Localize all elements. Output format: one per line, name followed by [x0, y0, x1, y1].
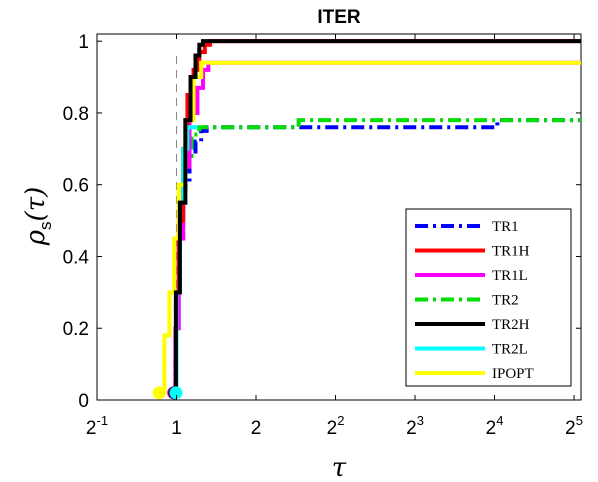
- y-axis-label-main: ρ: [21, 229, 51, 246]
- x-tick-base: 2: [327, 418, 338, 439]
- y-axis-label: ρs(τ): [21, 187, 55, 246]
- chart-title: ITER: [317, 7, 361, 28]
- x-axis-ticks: 2-1 1 2 22 23 24 25: [86, 34, 583, 439]
- svg-text:ρs(τ): ρs(τ): [21, 187, 55, 246]
- x-tick-base: 2: [486, 418, 497, 439]
- y-tick-label: 0.8: [63, 104, 89, 125]
- x-tick-label: 24: [486, 413, 504, 439]
- legend-label-tr1: TR1: [492, 219, 519, 235]
- legend-box: [405, 208, 572, 387]
- start-marker-ipopt: [152, 386, 166, 400]
- x-tick-label: 25: [565, 413, 583, 439]
- legend-label-tr2l: TR2L: [492, 342, 528, 358]
- plot-frame: [96, 33, 582, 401]
- x-tick-label: 23: [406, 413, 424, 439]
- x-tick-exponent: 2: [337, 413, 344, 428]
- x-tick-exponent: 4: [496, 413, 503, 428]
- series-layer: [159, 39, 581, 395]
- legend-items: TR1 TR1H TR1L TR2 TR2H TR2L IPOPT: [415, 219, 534, 382]
- start-marker-tr2l: [169, 386, 183, 400]
- y-axis-label-sub: s: [36, 221, 55, 230]
- series-line-tr2h: [173, 39, 581, 395]
- x-tick-exponent: 3: [417, 413, 424, 428]
- y-tick-label: 0.2: [63, 319, 89, 340]
- series-line-tr2: [173, 118, 581, 395]
- y-axis-ticks: 0 0.2 0.4 0.6 0.8 1: [63, 32, 581, 412]
- x-tick-exponent: -1: [97, 413, 109, 428]
- x-axis-label: τ: [332, 453, 347, 482]
- x-tick-exponent: 5: [576, 413, 583, 428]
- x-tick-base: 2: [406, 418, 417, 439]
- y-tick-label: 0: [78, 391, 89, 412]
- legend-label-tr2h: TR2H: [492, 317, 530, 333]
- marker-layer: [152, 386, 183, 400]
- x-tick-label: 22: [327, 413, 345, 439]
- legend: TR1 TR1H TR1L TR2 TR2H TR2L IPOPT: [405, 208, 572, 387]
- y-axis-label-arg: (τ): [21, 187, 51, 222]
- x-tick-label: 2: [251, 418, 262, 439]
- x-tick-base: 2: [565, 418, 576, 439]
- legend-label-tr1h: TR1H: [492, 244, 530, 260]
- y-tick-label: 1: [78, 32, 89, 53]
- legend-label-tr1l: TR1L: [492, 268, 528, 284]
- x-tick-base: 1: [171, 418, 182, 439]
- y-tick-label: 0.6: [63, 176, 89, 197]
- x-tick-base: 2: [86, 418, 97, 439]
- x-tick-label: 2-1: [86, 413, 108, 439]
- legend-label-ipopt: IPOPT: [492, 366, 534, 382]
- legend-label-tr2: TR2: [492, 293, 519, 309]
- x-tick-base: 2: [251, 418, 262, 439]
- y-tick-label: 0.4: [63, 247, 90, 268]
- x-tick-label: 1: [171, 418, 182, 439]
